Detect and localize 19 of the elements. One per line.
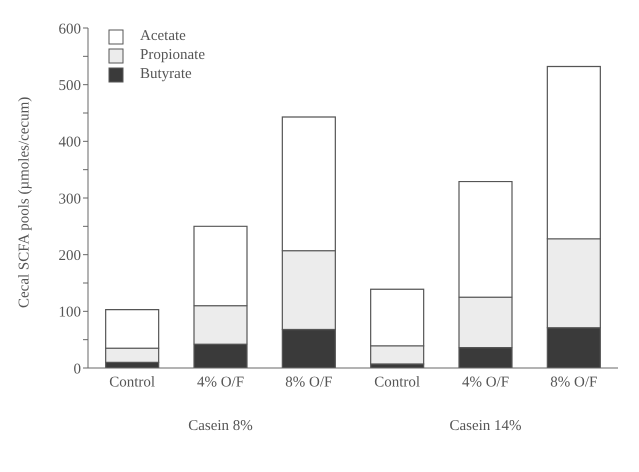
x-tick-label: Control (374, 374, 420, 391)
x-tick-label: 8% O/F (285, 374, 332, 391)
y-tick-label: 400 (58, 134, 81, 151)
x-tick-label: 4% O/F (196, 374, 244, 391)
text: Casein 8% (187, 418, 254, 435)
text: Casein 14% (448, 418, 523, 435)
y-axis-title: Cecal SCFA pools (µmoles/cecum) (16, 96, 32, 308)
legend-label: Butyrate (140, 66, 192, 83)
x-tick-label: 8% O/F (550, 374, 598, 391)
y-tick-label: 200 (58, 248, 81, 264)
y-tick-label: 300 (58, 191, 81, 208)
y-tick-label: 500 (58, 78, 81, 94)
x-tick-label: 4% O/F (462, 374, 510, 391)
x-tick-label: Control (109, 374, 156, 391)
legend-label: Acetate (140, 28, 186, 45)
y-tick-label: 600 (58, 21, 81, 38)
y-tick-label: 0 (74, 361, 81, 378)
y-tick-label: 100 (58, 304, 81, 321)
legend-label: Propionate (140, 47, 205, 64)
